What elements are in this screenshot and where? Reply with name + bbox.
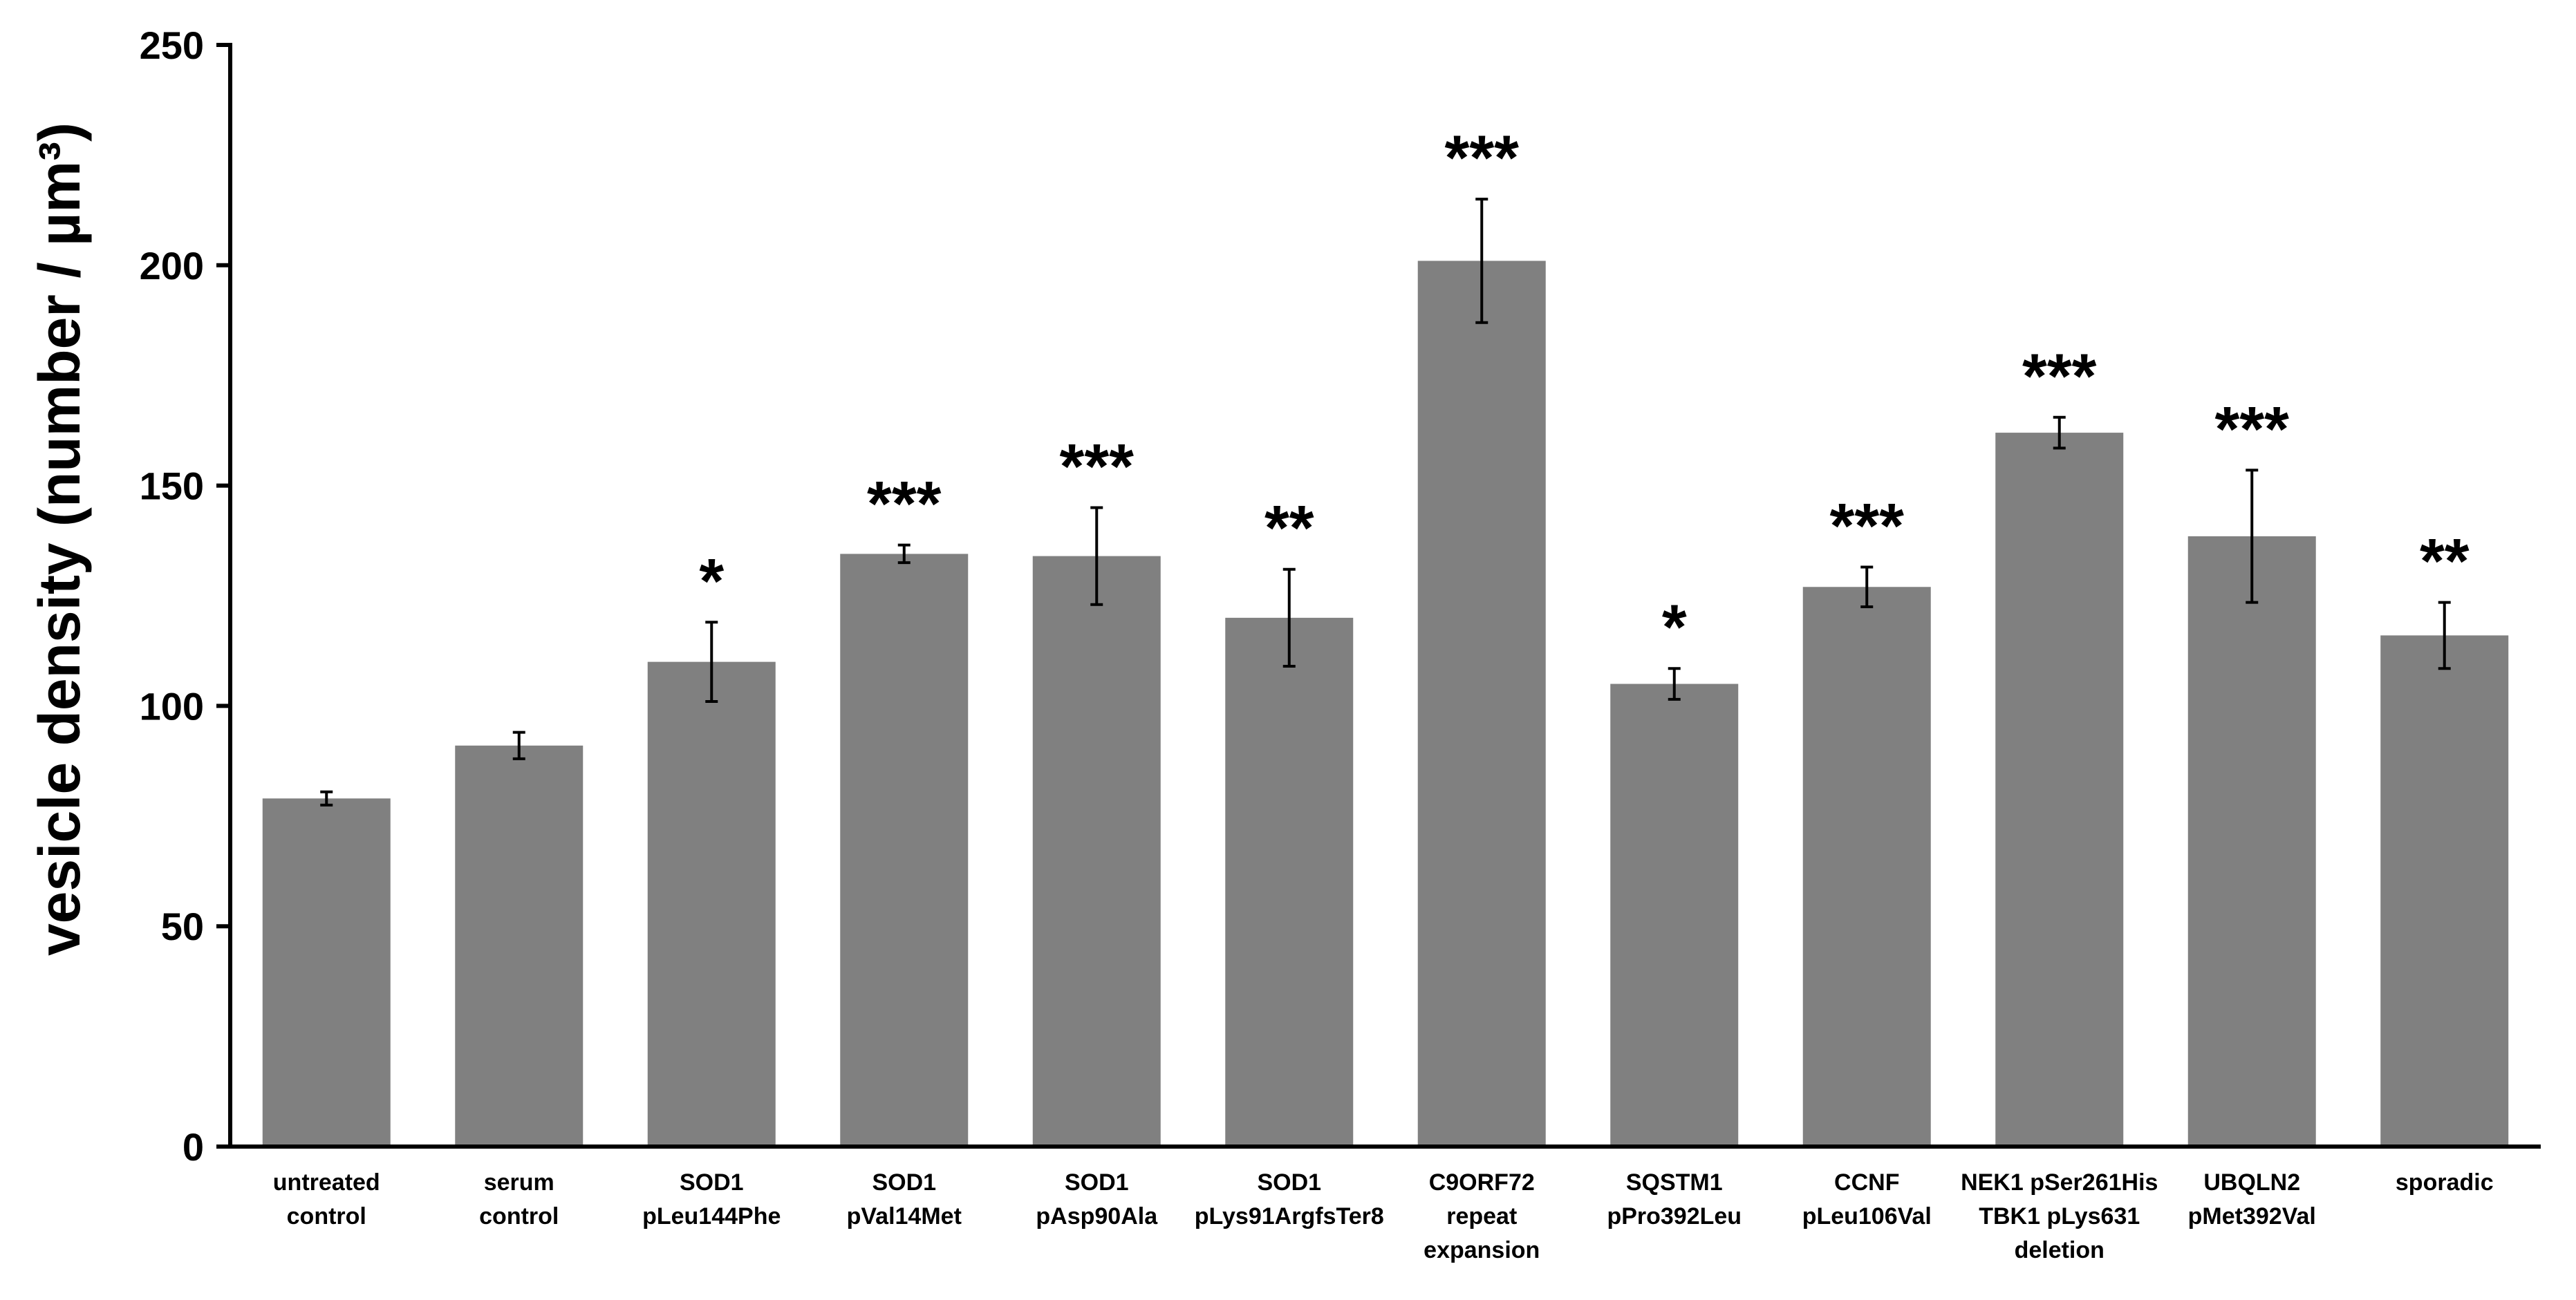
- x-category-label-line: pAsp90Ala: [1036, 1203, 1158, 1230]
- significance-marker: **: [2420, 527, 2470, 597]
- y-tick-label: 150: [140, 464, 204, 508]
- x-category-label-line: NEK1 pSer261His: [1961, 1169, 2158, 1196]
- x-category-label-line: sporadic: [2396, 1169, 2494, 1196]
- y-tick-label: 50: [161, 905, 204, 948]
- x-category-label-line: pLeu144Phe: [642, 1203, 781, 1230]
- x-category-label-line: UBQLN2: [2203, 1169, 2300, 1196]
- significance-marker: **: [1264, 493, 1314, 564]
- bars: [262, 261, 2509, 1147]
- y-tick-label: 0: [183, 1125, 204, 1169]
- error-bars: [320, 198, 2451, 807]
- x-category-label-line: expansion: [1424, 1237, 1540, 1263]
- significance-marker: ***: [2215, 394, 2290, 464]
- bar: [1225, 617, 1354, 1147]
- bar: [262, 798, 391, 1147]
- x-category-label-line: control: [287, 1203, 366, 1230]
- x-category-label-line: pMet392Val: [2188, 1203, 2316, 1230]
- x-category-label-line: deletion: [2015, 1237, 2104, 1263]
- category-labels: untreated control serum control SOD1 pLeu144P…: [273, 1169, 2494, 1263]
- bar: [840, 554, 969, 1147]
- y-axis-title-group: vesicle density (number / µm³): [27, 122, 92, 956]
- x-category-label-line: pLeu106Val: [1802, 1203, 1932, 1230]
- bar: [1032, 556, 1161, 1147]
- x-category-label: serum control: [479, 1169, 559, 1230]
- x-category-label-line: SOD1: [872, 1169, 936, 1196]
- x-category-label-line: SOD1: [1065, 1169, 1129, 1196]
- y-axis-title: vesicle density (number / µm³): [27, 122, 92, 956]
- significance-marker: ***: [1830, 491, 1905, 562]
- y-tick-label: 250: [140, 23, 204, 67]
- y-tick-label: 100: [140, 684, 204, 728]
- x-category-label-line: pLys91ArgfsTer8: [1195, 1203, 1384, 1230]
- x-category-label: untreated control: [273, 1169, 380, 1230]
- x-category-label: C9ORF72 repeat expansion: [1424, 1169, 1540, 1263]
- x-category-label: SOD1 pLeu144Phe: [642, 1169, 781, 1230]
- x-category-label-line: SOD1: [680, 1169, 744, 1196]
- bar: [455, 745, 584, 1147]
- significance-marker: ***: [2022, 341, 2097, 412]
- bar: [1417, 261, 1546, 1147]
- x-category-label-line: serum: [484, 1169, 554, 1196]
- x-category-label-line: SQSTM1: [1626, 1169, 1723, 1196]
- significance-marker: ***: [1445, 123, 1520, 194]
- bar: [1995, 433, 2124, 1147]
- x-category-label: SOD1 pAsp90Ala: [1036, 1169, 1158, 1230]
- x-category-label-line: SOD1: [1257, 1169, 1321, 1196]
- x-category-label-line: CCNF: [1834, 1169, 1899, 1196]
- significance-marker: ***: [1060, 431, 1135, 502]
- x-category-label: SOD1 pLys91ArgfsTer8: [1195, 1169, 1384, 1230]
- bar: [2187, 536, 2316, 1147]
- significance-marker: ***: [867, 469, 942, 540]
- bar: [647, 661, 776, 1147]
- x-category-label: NEK1 pSer261His TBK1 pLys631 deletion: [1961, 1169, 2158, 1263]
- x-category-label-line: pVal14Met: [847, 1203, 962, 1230]
- y-axis-ticks: 0 50 100 150 200 250: [140, 23, 230, 1169]
- x-category-label-line: repeat: [1446, 1203, 1517, 1230]
- x-category-label: SOD1 pVal14Met: [847, 1169, 962, 1230]
- x-category-label: sporadic: [2396, 1169, 2494, 1196]
- bar: [2380, 635, 2509, 1147]
- x-category-label: SQSTM1 pPro392Leu: [1607, 1169, 1742, 1230]
- x-category-label-line: pPro392Leu: [1607, 1203, 1742, 1230]
- x-category-label: CCNF pLeu106Val: [1802, 1169, 1932, 1230]
- x-category-label-line: C9ORF72: [1429, 1169, 1535, 1196]
- x-category-label-line: TBK1 pLys631: [1979, 1203, 2140, 1230]
- y-tick-label: 200: [140, 244, 204, 288]
- x-category-label: UBQLN2 pMet392Val: [2188, 1169, 2316, 1230]
- significance-marker: *: [699, 546, 724, 616]
- bar: [1610, 684, 1739, 1147]
- x-category-label-line: control: [479, 1203, 559, 1230]
- significance-marker: *: [1662, 592, 1687, 663]
- bar: [1802, 587, 1931, 1147]
- x-category-label-line: untreated: [273, 1169, 380, 1196]
- significance-markers: ************************: [699, 123, 2469, 663]
